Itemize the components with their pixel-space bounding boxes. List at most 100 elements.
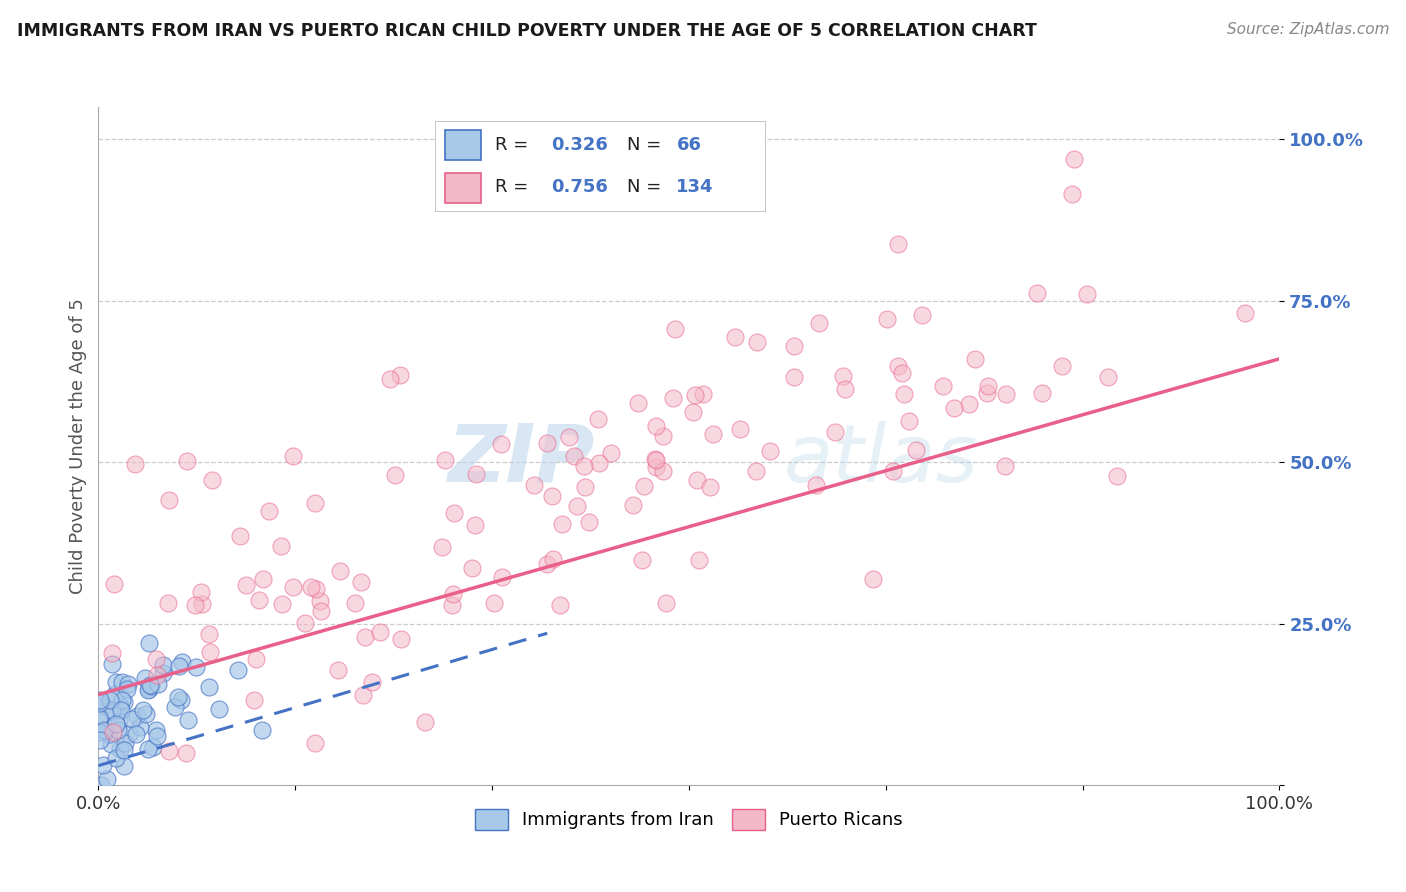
Point — [105, 751, 128, 765]
Point — [104, 688, 127, 702]
Point — [226, 664, 249, 678]
Point — [904, 443, 927, 458]
Point — [831, 368, 853, 383]
Point — [100, 646, 122, 660]
Point — [110, 741, 132, 756]
Point — [176, 454, 198, 468]
Point — [441, 587, 464, 601]
Point — [309, 594, 332, 608]
Point — [163, 699, 186, 714]
Point — [103, 576, 125, 591]
Legend: Immigrants from Iran, Puerto Ricans: Immigrants from Iran, Puerto Ricans — [468, 802, 910, 837]
Point — [90, 778, 112, 792]
Point — [783, 370, 806, 384]
Point — [281, 580, 304, 594]
Point — [281, 450, 304, 464]
Point — [125, 709, 148, 723]
Point — [235, 577, 257, 591]
Point — [489, 437, 512, 451]
Point — [304, 736, 326, 750]
Point — [98, 727, 121, 741]
Point — [994, 459, 1017, 474]
Point — [89, 733, 111, 747]
Point — [135, 706, 157, 721]
Point — [588, 456, 610, 470]
Point — [229, 528, 252, 542]
Point — [91, 758, 114, 772]
Point — [1031, 385, 1053, 400]
Point — [807, 316, 830, 330]
Point — [652, 429, 675, 443]
Point — [389, 632, 412, 647]
Point — [136, 742, 159, 756]
Point — [541, 489, 564, 503]
Point — [249, 593, 271, 607]
Point — [111, 693, 134, 707]
Point — [142, 739, 165, 754]
Point — [536, 436, 558, 450]
Point — [145, 723, 167, 737]
Point — [1062, 187, 1084, 202]
Point — [159, 493, 181, 508]
Point — [651, 464, 673, 478]
Point — [304, 495, 326, 509]
Point — [588, 412, 610, 426]
Point — [197, 627, 219, 641]
Point — [692, 386, 714, 401]
Point — [682, 405, 704, 419]
Point — [745, 464, 768, 478]
Point — [87, 710, 110, 724]
Point — [893, 386, 915, 401]
Point — [662, 391, 685, 405]
Point — [976, 379, 998, 393]
Point — [995, 386, 1018, 401]
Point — [747, 335, 769, 350]
Point — [565, 499, 588, 513]
Point — [170, 692, 193, 706]
Point — [482, 596, 505, 610]
Point — [688, 553, 710, 567]
Point — [201, 473, 224, 487]
Point — [245, 651, 267, 665]
Point — [138, 681, 160, 696]
Point — [98, 693, 121, 707]
Point — [633, 479, 655, 493]
Point — [146, 729, 169, 743]
Point — [702, 427, 724, 442]
Point — [100, 705, 122, 719]
Point — [654, 596, 676, 610]
Point — [186, 660, 208, 674]
Point — [600, 445, 623, 459]
Point — [117, 677, 139, 691]
Point — [114, 759, 136, 773]
Point — [910, 308, 932, 322]
Point — [89, 697, 111, 711]
Point — [1076, 286, 1098, 301]
Point — [806, 478, 828, 492]
Point — [93, 723, 115, 737]
Point — [627, 396, 650, 410]
Point — [139, 679, 162, 693]
Point — [87, 724, 110, 739]
Point — [630, 553, 652, 567]
Point — [270, 539, 292, 553]
Point — [177, 713, 200, 727]
Point — [108, 713, 131, 727]
Point — [882, 465, 904, 479]
Point — [329, 564, 352, 578]
Point — [578, 515, 600, 529]
Point — [152, 657, 174, 672]
Point — [1050, 359, 1073, 373]
Point — [361, 675, 384, 690]
Text: ZIP: ZIP — [447, 420, 595, 499]
Point — [101, 703, 124, 717]
Point — [148, 677, 170, 691]
Point — [551, 516, 574, 531]
Point — [441, 598, 464, 612]
Point — [108, 699, 131, 714]
Point — [699, 480, 721, 494]
Point — [434, 453, 457, 467]
Point — [139, 678, 162, 692]
Point — [198, 645, 221, 659]
Point — [523, 477, 546, 491]
